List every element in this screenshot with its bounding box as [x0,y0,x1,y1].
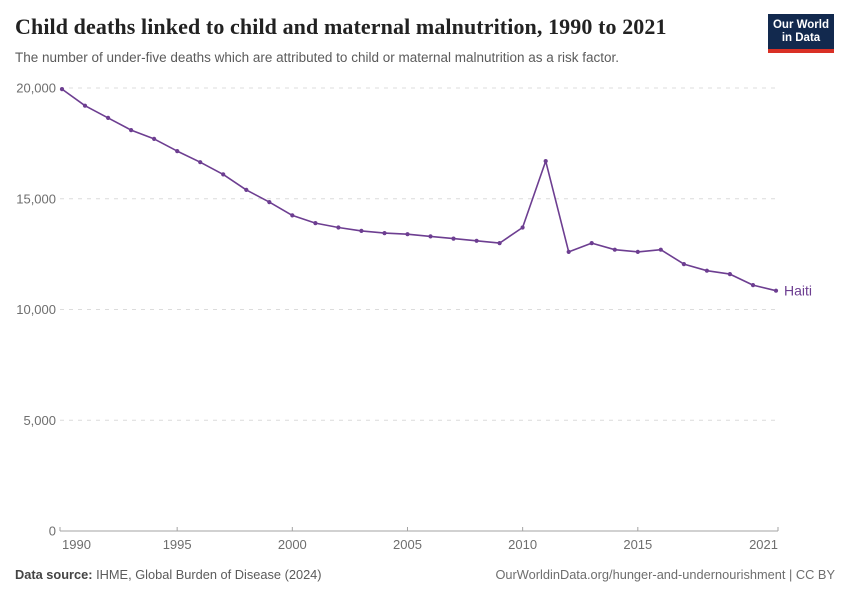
data-point[interactable] [497,241,502,246]
data-point[interactable] [175,149,180,154]
data-point[interactable] [589,241,594,246]
x-axis-label: 1995 [163,537,192,552]
data-point[interactable] [635,249,640,254]
x-axis-label: 2021 [749,537,778,552]
data-point[interactable] [313,221,318,226]
data-point[interactable] [290,213,295,218]
chart-subtitle: The number of under-five deaths which ar… [15,50,620,65]
chart-footer: Data source: IHME, Global Burden of Dise… [15,567,835,582]
credit-link[interactable]: OurWorldinData.org/hunger-and-undernouri… [495,567,835,582]
data-point[interactable] [106,115,111,120]
data-point[interactable] [658,247,663,252]
entity-label-haiti[interactable]: Haiti [784,282,812,298]
data-point[interactable] [520,225,525,230]
data-point[interactable] [336,225,341,230]
data-point[interactable] [129,128,134,133]
data-point[interactable] [704,268,710,273]
owid-logo-line1: Our World [772,19,829,31]
y-axis-label: 10,000 [16,302,56,317]
data-point[interactable] [612,247,617,252]
data-source-note: Data source: IHME, Global Burden of Dise… [15,567,322,582]
data-point[interactable] [727,272,733,277]
data-point[interactable] [244,187,249,192]
data-point[interactable] [474,238,479,243]
data-point[interactable] [198,160,203,165]
data-point[interactable] [382,231,387,236]
page-title: Child deaths linked to child and materna… [15,14,667,39]
y-axis-label: 15,000 [16,191,56,206]
data-point[interactable] [405,232,410,237]
data-point[interactable] [773,288,779,293]
data-point[interactable] [428,234,433,239]
data-point[interactable] [267,200,272,205]
data-point[interactable] [451,236,456,241]
y-axis-label: 0 [49,524,56,539]
data-point[interactable] [566,249,571,254]
data-source-text: IHME, Global Burden of Disease (2024) [92,567,322,582]
data-point[interactable] [359,228,364,233]
data-point[interactable] [59,87,65,92]
x-axis-label: 2015 [623,537,652,552]
owid-logo-line2: in Data [781,32,821,44]
y-axis-label: 5,000 [23,413,56,428]
data-point[interactable] [750,283,756,288]
data-point[interactable] [543,159,548,164]
owid-logo[interactable]: Our World in Data [768,14,834,53]
data-point[interactable] [152,136,157,141]
data-point[interactable] [221,172,226,177]
y-axis-label: 20,000 [16,81,56,96]
x-axis-label: 2005 [393,537,422,552]
x-axis-label: 1990 [62,537,91,552]
series-line-haiti[interactable] [61,88,777,292]
data-point[interactable] [681,262,687,267]
data-source-label: Data source: [15,567,93,582]
x-axis-label: 2010 [508,537,537,552]
x-axis-label: 2000 [278,537,307,552]
data-point[interactable] [82,103,88,108]
